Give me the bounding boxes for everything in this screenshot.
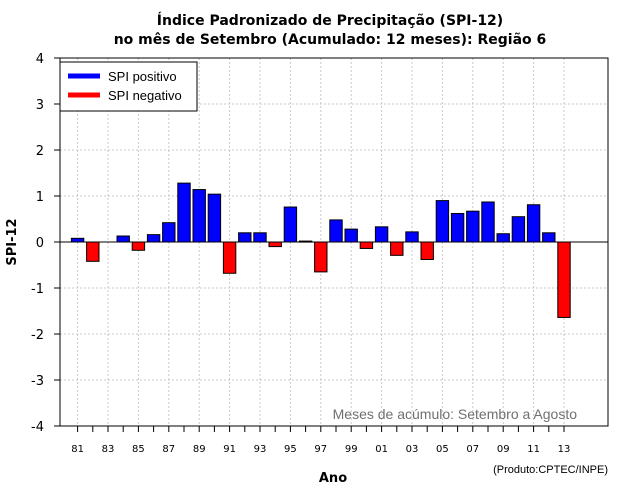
bar-94 — [268, 241, 282, 248]
bar-06 — [450, 212, 465, 243]
x-tick-label: 11 — [527, 444, 540, 455]
bar-99 — [344, 228, 358, 243]
x-tick-label: 87 — [162, 444, 175, 455]
x-axis-label: Ano — [319, 471, 347, 486]
bar-10 — [511, 216, 526, 243]
y-axis-ticks: -4 -3 -2 -1 0 1 2 3 4 — [31, 52, 60, 435]
bar-84 — [116, 235, 130, 243]
y-tick-label: 1 — [36, 190, 44, 205]
x-tick-label: 81 — [71, 444, 84, 455]
x-tick-label: 95 — [284, 444, 297, 455]
bar-01 — [374, 226, 389, 243]
bar-90 — [207, 193, 222, 243]
bar-81 — [70, 237, 85, 243]
y-tick-label: -1 — [31, 282, 44, 297]
bar-00 — [359, 241, 374, 249]
legend-label-positive: SPI positivo — [108, 69, 177, 84]
x-tick-label: 91 — [223, 444, 236, 455]
product-credit: (Produto:CPTEC/INPE) — [493, 464, 608, 476]
bar-08 — [481, 201, 495, 243]
chart-subtitle: no mês de Setembro (Acumulado: 12 meses)… — [114, 32, 547, 48]
bar-82 — [86, 241, 100, 262]
x-tick-label: 09 — [497, 444, 510, 455]
bar-07 — [466, 210, 480, 243]
bar-04 — [420, 241, 434, 260]
bar-91 — [222, 241, 237, 274]
x-tick-label: 01 — [375, 444, 388, 455]
bar-93 — [253, 232, 267, 243]
x-axis-ticks: 81 83 85 87 89 91 93 95 97 99 01 03 05 07 09 11 13 — [71, 426, 570, 455]
x-tick-label: 99 — [345, 444, 358, 455]
accumulation-annotation: Meses de acúmulo: Setembro a Agosto — [333, 406, 578, 422]
bar-92 — [238, 232, 252, 243]
y-tick-label: -3 — [31, 374, 44, 389]
bar-85 — [131, 241, 146, 251]
y-tick-label: 4 — [36, 52, 44, 67]
bar-86 — [146, 234, 161, 243]
bar-88 — [177, 182, 191, 243]
bar-12 — [542, 232, 556, 243]
bar-89 — [192, 189, 206, 243]
bar-11 — [526, 204, 541, 243]
x-tick-label: 83 — [102, 444, 115, 455]
y-tick-label: -4 — [31, 420, 44, 435]
legend-box — [59, 61, 198, 112]
x-tick-label: 07 — [466, 444, 479, 455]
y-tick-label: 2 — [36, 144, 44, 159]
x-tick-label: 85 — [132, 444, 145, 455]
bar-98 — [329, 219, 343, 243]
bar-13 — [557, 241, 571, 318]
bar-03 — [405, 231, 419, 243]
bar-87 — [162, 222, 176, 243]
bar-05 — [435, 200, 450, 243]
x-tick-label: 89 — [193, 444, 206, 455]
y-tick-label: 0 — [36, 236, 44, 251]
x-tick-label: 97 — [314, 444, 327, 455]
bar-02 — [390, 241, 404, 256]
x-tick-label: 13 — [558, 444, 571, 455]
chart-title: Índice Padronizado de Precipitação (SPI-… — [157, 12, 503, 29]
x-tick-label: 03 — [406, 444, 419, 455]
bar-95 — [283, 206, 298, 243]
y-axis-label: SPI-12 — [5, 218, 20, 265]
y-tick-label: -2 — [31, 328, 44, 343]
legend-label-negative: SPI negativo — [108, 88, 182, 103]
bar-09 — [496, 233, 510, 243]
x-tick-label: 05 — [436, 444, 449, 455]
legend: SPI positivo SPI negativo — [59, 61, 198, 112]
y-tick-label: 3 — [36, 98, 44, 113]
x-tick-label: 93 — [254, 444, 267, 455]
bar-97 — [314, 241, 328, 273]
